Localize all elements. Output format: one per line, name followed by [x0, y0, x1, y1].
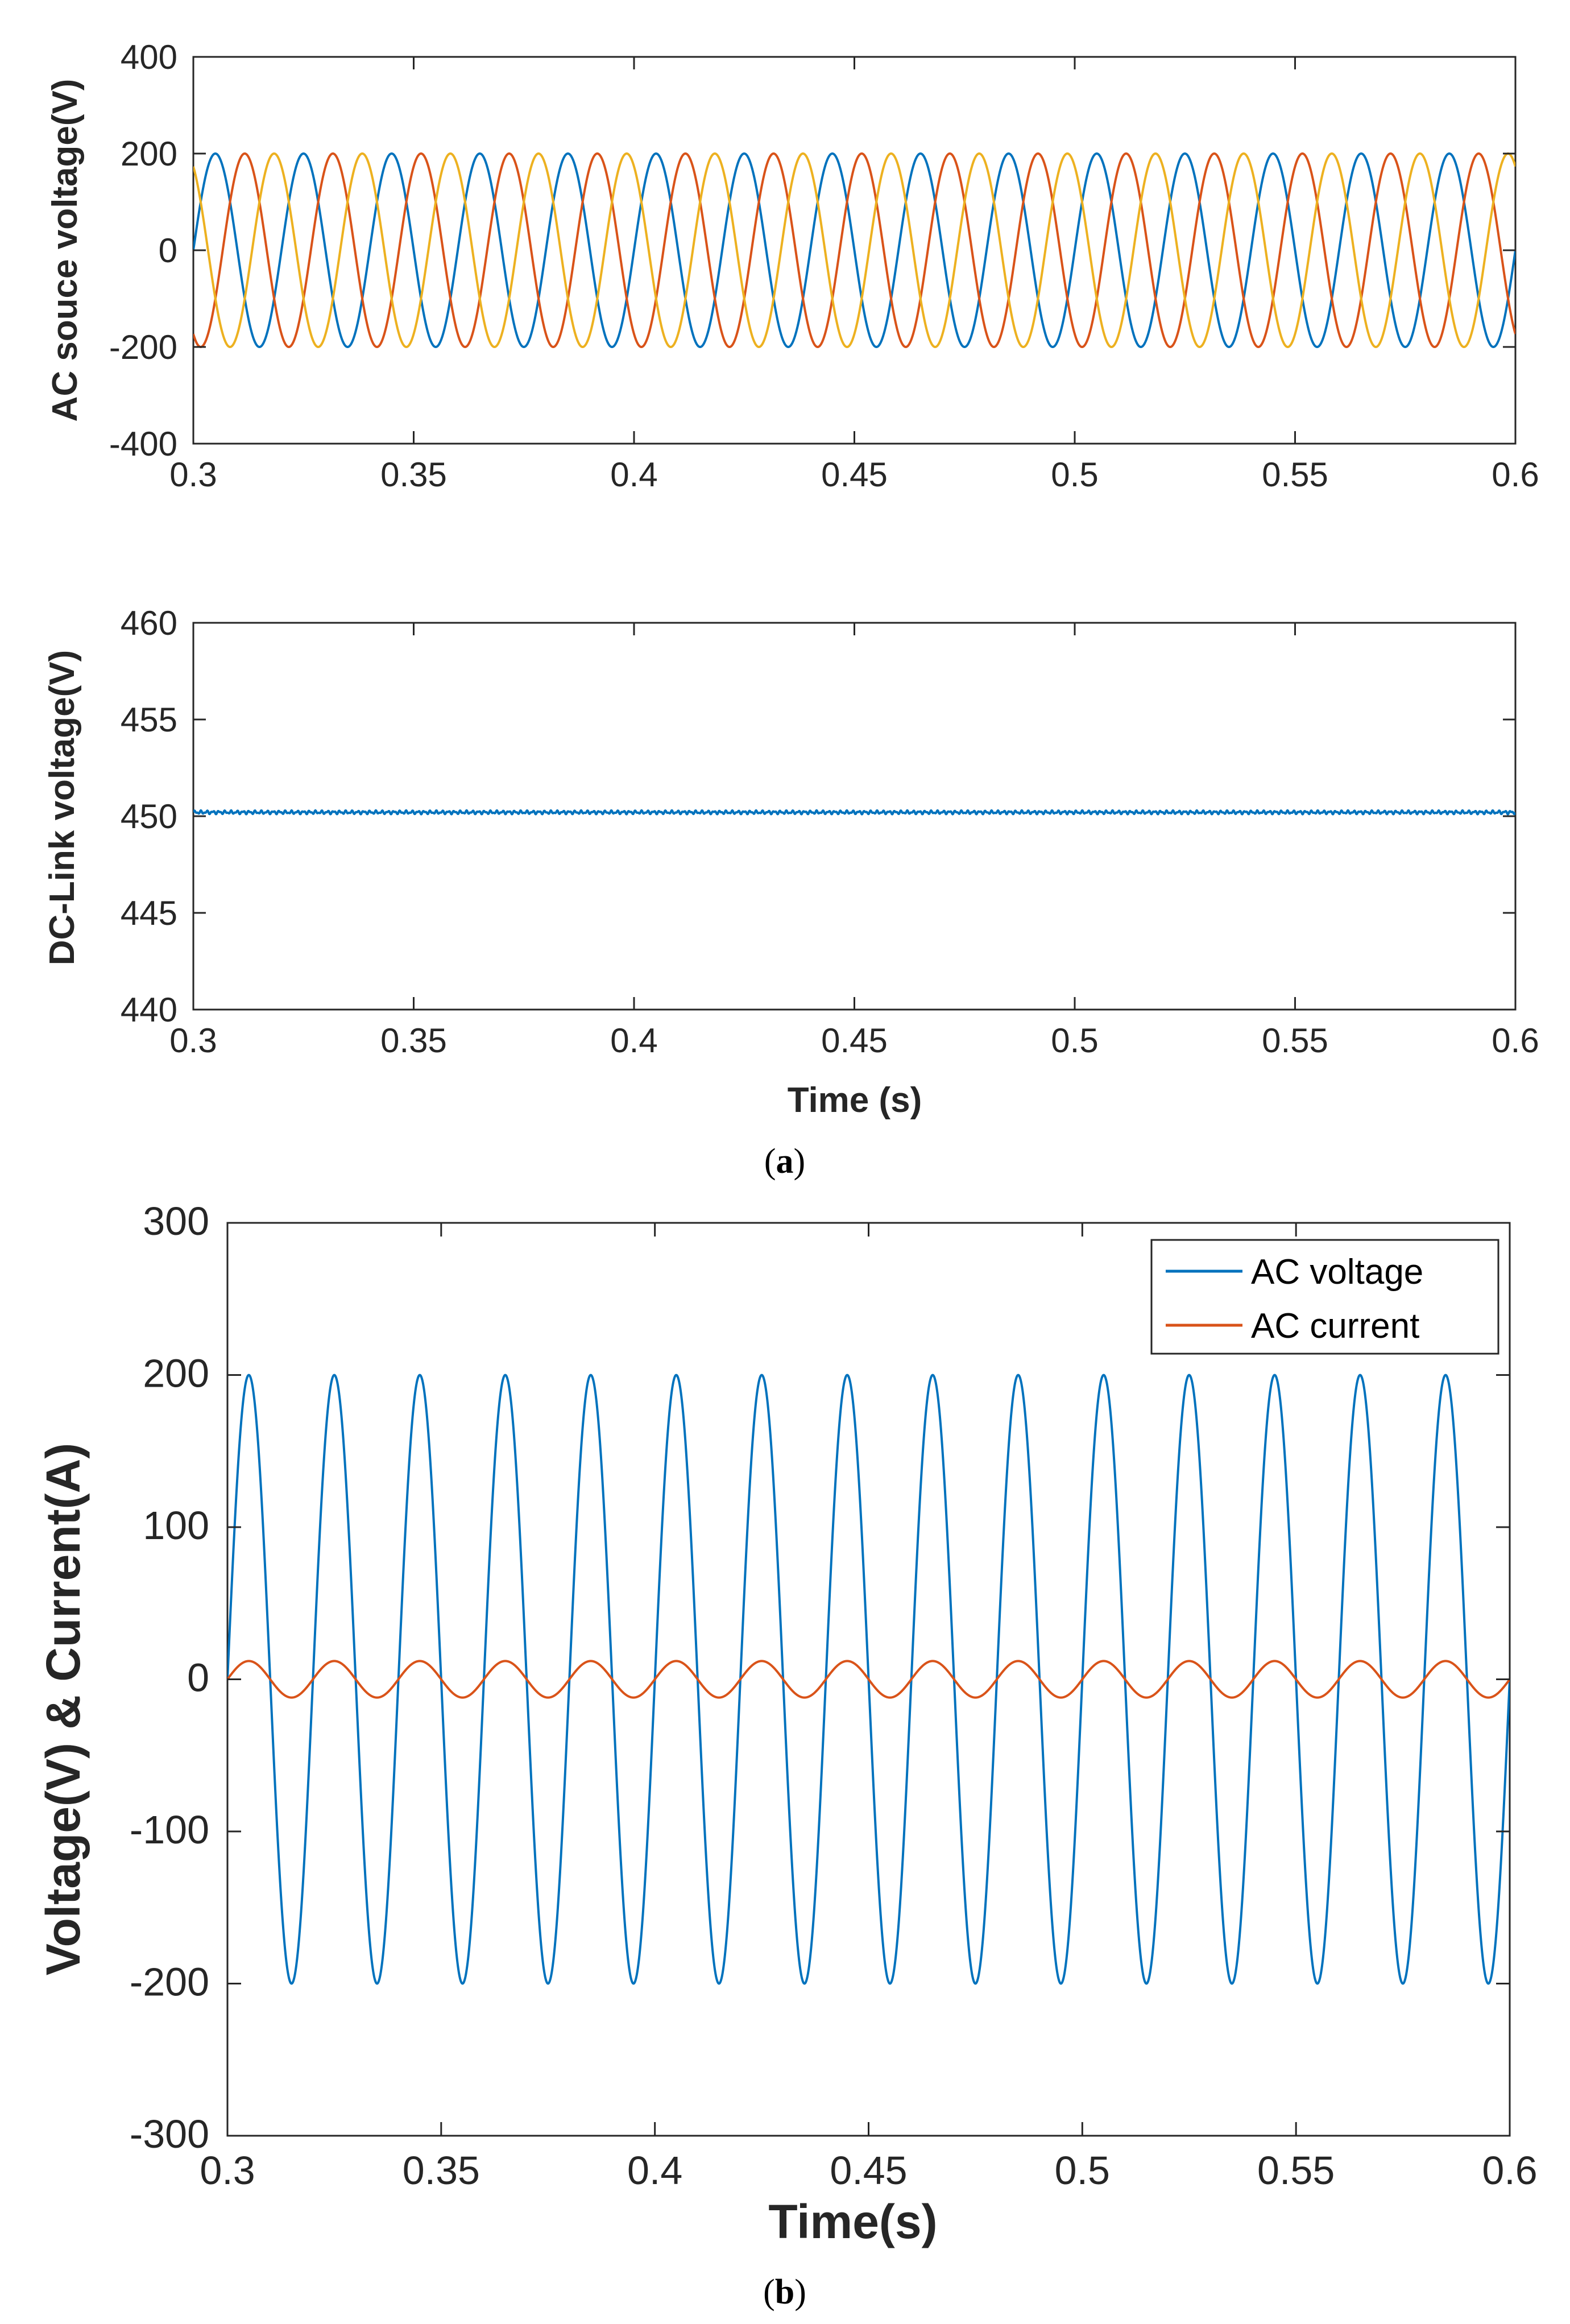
caption-a-close: ): [794, 1142, 806, 1181]
plot-area: [192, 622, 1517, 1011]
caption-b-letter: b: [775, 2273, 794, 2311]
x-tick-label: 0.35: [380, 1022, 447, 1060]
y-tick-label: 455: [121, 701, 177, 739]
x-tick-label: 0.45: [830, 2148, 907, 2193]
x-tick-label: 0.35: [403, 2148, 480, 2193]
x-tick-label: 0.4: [610, 1022, 657, 1060]
x-tick-label: 0.6: [1492, 1022, 1539, 1060]
legend-label: AC voltage: [1251, 1252, 1423, 1292]
y-tick-label: 445: [121, 894, 177, 932]
caption-b-text: (b): [763, 2273, 806, 2311]
x-tick-label: 0.6: [1482, 2148, 1537, 2193]
y-tick-label: 200: [121, 135, 177, 173]
x-axis-label: Time(s): [768, 2195, 937, 2248]
caption-a-text: (a): [764, 1142, 805, 1181]
x-tick-label: 0.4: [627, 2148, 682, 2193]
x-axis-label: Time (s): [788, 1081, 922, 1120]
x-tick-label: 0.55: [1257, 2148, 1335, 2193]
y-tick-label: 300: [143, 1199, 209, 1243]
y-tick-label: 200: [143, 1351, 209, 1396]
y-tick-label: 460: [121, 604, 177, 642]
x-tick-label: 0.5: [1051, 1022, 1098, 1060]
y-tick-label: 0: [159, 231, 177, 270]
x-tick-label: 0.4: [610, 456, 657, 494]
x-tick-label: 0.45: [821, 1022, 888, 1060]
x-tick-label: 0.45: [821, 456, 888, 494]
series-group: [193, 809, 1515, 816]
y-tick-label: -400: [109, 425, 177, 463]
series-line-phase-b: [193, 152, 1515, 348]
caption-b-close: ): [794, 2273, 806, 2311]
series-line-ac-current: [227, 1660, 1510, 1699]
y-tick-label: 440: [121, 991, 177, 1029]
voltage-current-chart: Voltage(V) & Current(A) Time(s) 0.3 0.35 0…: [36, 1199, 1538, 2248]
caption-a-open: (: [764, 1142, 776, 1181]
y-axis-label: Voltage(V) & Current(A): [36, 1443, 90, 1975]
x-tick-label: 0.3: [200, 2148, 255, 2193]
y-tick-label: -200: [130, 1960, 209, 2004]
x-tick-label: 0.35: [380, 456, 447, 494]
y-tick-label: -300: [130, 2112, 209, 2156]
y-tick-label: 100: [143, 1503, 209, 1548]
legend-label: AC current: [1251, 1306, 1419, 1346]
y-tick-label: 450: [121, 797, 177, 836]
ac-source-voltage-chart: AC souce voltage(V) 0.3 0.35 0.4 0.45 0.5 0.5…: [45, 38, 1539, 494]
series-group: [227, 1374, 1510, 1985]
x-tick-label: 0.55: [1262, 456, 1328, 494]
series-line-phase-c: [193, 152, 1515, 348]
series-line-phase-a: [193, 152, 1515, 348]
legend-box: [1150, 1239, 1499, 1355]
series-line-dc-link-voltage: [193, 809, 1515, 816]
x-tick-label: 0.3: [169, 1022, 217, 1060]
y-tick-label: -100: [130, 1808, 209, 1852]
series-group: [193, 152, 1515, 348]
y-tick-label: -200: [109, 328, 177, 366]
y-axis-label: DC-Link voltage(V): [43, 650, 82, 966]
y-axis-label: AC souce voltage(V): [45, 79, 85, 422]
dc-link-voltage-chart: DC-Link voltage(V) Time (s) 0.3 0.35 0.4 0.…: [43, 604, 1539, 1120]
caption-a-letter: a: [776, 1142, 794, 1181]
y-tick-label: 400: [121, 38, 177, 76]
x-tick-label: 0.6: [1492, 456, 1539, 494]
caption-b: (b): [763, 2273, 806, 2311]
caption-b-open: (: [763, 2273, 775, 2311]
x-tick-label: 0.55: [1262, 1022, 1328, 1060]
x-tick-label: 0.5: [1055, 2148, 1110, 2193]
y-tick-label: 0: [187, 1656, 209, 1700]
x-tick-label: 0.3: [169, 456, 217, 494]
x-tick-label: 0.5: [1051, 456, 1098, 494]
caption-a: (a): [764, 1142, 805, 1181]
legend: AC voltage AC current: [1150, 1239, 1499, 1355]
